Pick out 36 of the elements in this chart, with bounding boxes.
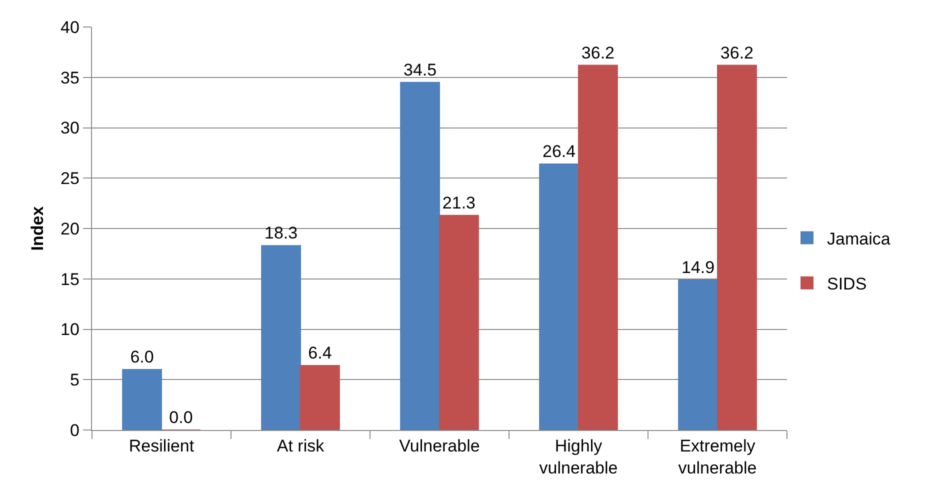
bar [717, 64, 757, 430]
bar [439, 214, 479, 430]
y-tick-label: 10 [60, 320, 80, 340]
data-label: 6.0 [130, 348, 154, 367]
y-tick-label: 35 [60, 68, 80, 88]
data-label: 0.0 [169, 408, 193, 427]
y-tick-label: 20 [60, 219, 80, 238]
x-tick-label: Vulnerable [399, 436, 480, 456]
y-tick-label: 40 [60, 18, 80, 37]
bar [678, 279, 718, 430]
bar [400, 82, 440, 430]
bar [300, 365, 340, 430]
x-tick-label: Extremely vulnerable [678, 436, 757, 478]
y-tick-label: 5 [70, 370, 80, 390]
y-tick-label: 25 [60, 169, 80, 188]
bar [122, 369, 162, 430]
bar [261, 245, 301, 430]
data-label: 14.9 [681, 258, 715, 277]
data-label: 21.3 [442, 193, 476, 212]
legend-label: SIDS [827, 274, 867, 294]
x-tick-label: At risk [276, 436, 325, 456]
data-label: 18.3 [264, 224, 298, 243]
bar [578, 64, 618, 430]
data-label: 36.2 [720, 43, 754, 62]
y-tick-label: 30 [60, 118, 80, 138]
y-tick-label: 0 [70, 420, 80, 440]
legend-label: Jamaica [827, 229, 891, 248]
x-tick-label: Highly vulnerable [539, 436, 618, 478]
bar [539, 164, 579, 430]
data-label: 34.5 [403, 60, 437, 80]
data-label: 26.4 [542, 142, 576, 162]
y-tick-label: 15 [60, 270, 80, 289]
x-tick-label: Resilient [128, 436, 194, 456]
data-label: 36.2 [581, 43, 615, 62]
data-label: 6.4 [308, 344, 332, 363]
y-axis-title: Index [28, 206, 48, 251]
